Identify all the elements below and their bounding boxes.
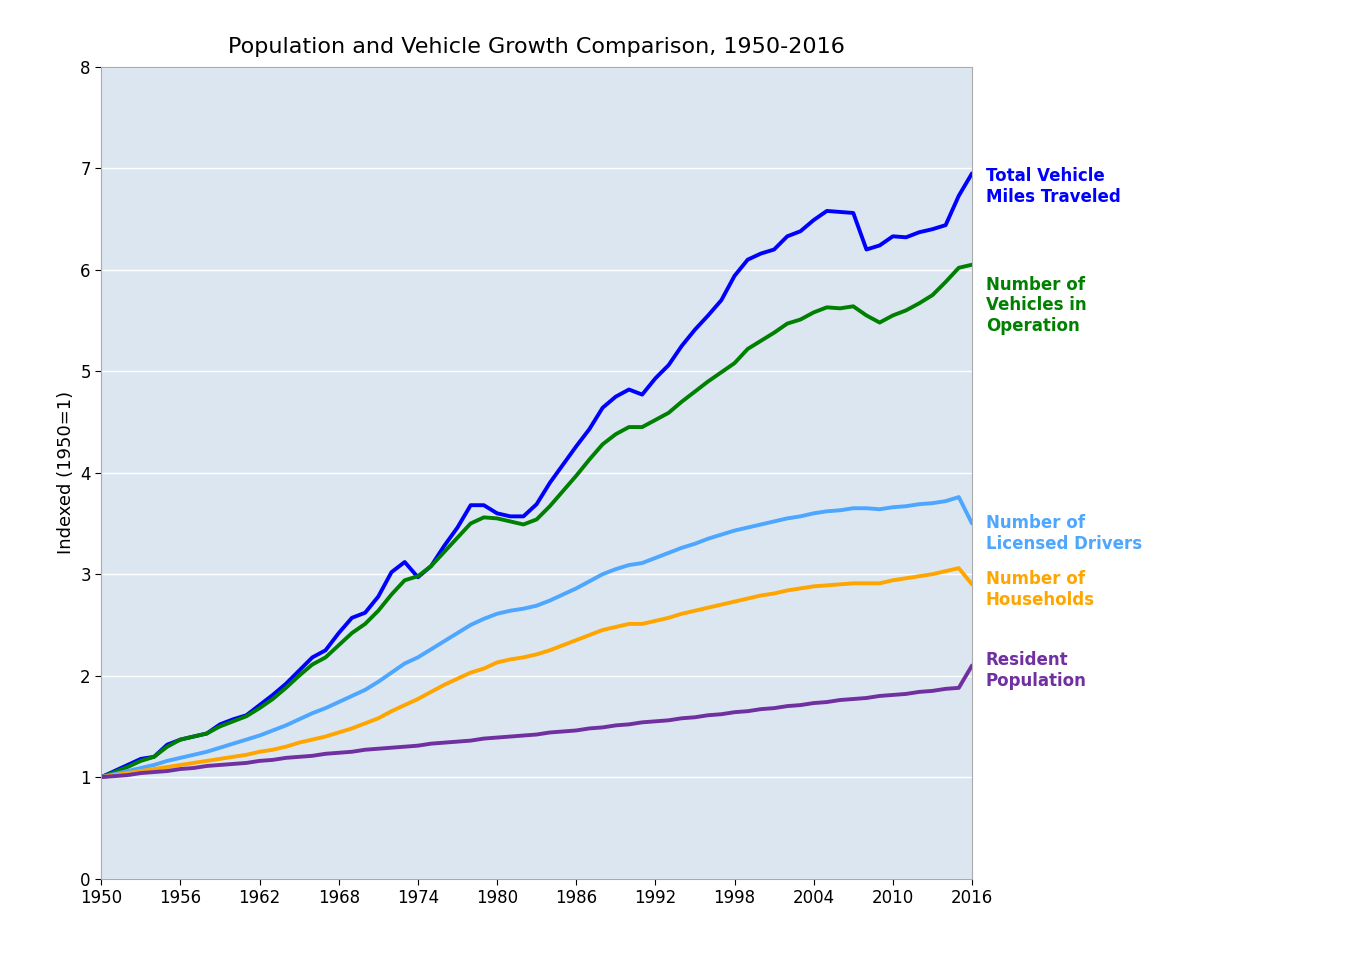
Text: Number of
Licensed Drivers: Number of Licensed Drivers [986, 514, 1142, 553]
Text: Number of
Households: Number of Households [986, 570, 1095, 609]
Text: Number of
Vehicles in
Operation: Number of Vehicles in Operation [986, 275, 1087, 335]
Title: Population and Vehicle Growth Comparison, 1950-2016: Population and Vehicle Growth Comparison… [228, 37, 845, 57]
Y-axis label: Indexed (1950=1): Indexed (1950=1) [57, 392, 74, 554]
Text: Total Vehicle
Miles Traveled: Total Vehicle Miles Traveled [986, 167, 1120, 206]
Text: Resident
Population: Resident Population [986, 651, 1087, 690]
